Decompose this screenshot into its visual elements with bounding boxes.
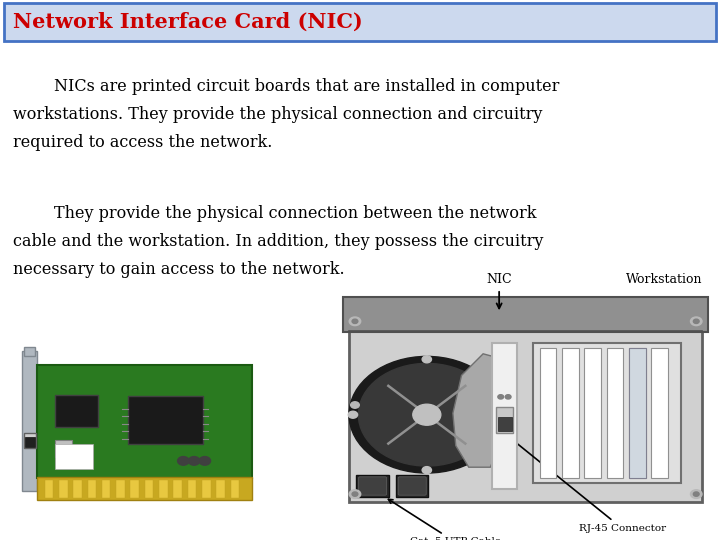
Text: required to access the network.: required to access the network.: [13, 134, 272, 151]
Circle shape: [413, 404, 441, 425]
FancyBboxPatch shape: [73, 480, 82, 498]
FancyBboxPatch shape: [349, 308, 702, 502]
Circle shape: [349, 317, 361, 326]
FancyBboxPatch shape: [88, 480, 96, 498]
FancyBboxPatch shape: [652, 348, 668, 478]
FancyBboxPatch shape: [396, 475, 428, 497]
FancyBboxPatch shape: [37, 477, 252, 500]
FancyBboxPatch shape: [216, 480, 225, 498]
FancyBboxPatch shape: [188, 480, 197, 498]
FancyBboxPatch shape: [59, 480, 68, 498]
FancyBboxPatch shape: [55, 441, 72, 457]
FancyBboxPatch shape: [55, 444, 93, 469]
Circle shape: [422, 467, 431, 474]
FancyBboxPatch shape: [127, 396, 202, 444]
FancyBboxPatch shape: [55, 395, 97, 427]
Text: RJ-45 Connector: RJ-45 Connector: [508, 436, 666, 533]
FancyBboxPatch shape: [562, 348, 579, 478]
Circle shape: [349, 356, 505, 473]
FancyBboxPatch shape: [343, 297, 708, 332]
Text: NICs are printed circuit boards that are installed in computer: NICs are printed circuit boards that are…: [13, 78, 559, 95]
Circle shape: [690, 490, 702, 498]
Circle shape: [422, 356, 431, 363]
FancyBboxPatch shape: [102, 480, 110, 498]
Text: NIC: NIC: [486, 273, 512, 308]
FancyBboxPatch shape: [629, 348, 646, 478]
Circle shape: [693, 492, 699, 496]
FancyBboxPatch shape: [25, 437, 35, 447]
Circle shape: [359, 363, 495, 466]
FancyBboxPatch shape: [607, 348, 624, 478]
FancyBboxPatch shape: [496, 407, 513, 433]
FancyBboxPatch shape: [492, 343, 517, 489]
Text: cable and the workstation. In addition, they possess the circuitry: cable and the workstation. In addition, …: [13, 233, 544, 250]
Circle shape: [505, 395, 511, 399]
FancyBboxPatch shape: [45, 480, 53, 498]
FancyBboxPatch shape: [202, 480, 210, 498]
Text: Network Interface Card (NIC): Network Interface Card (NIC): [13, 11, 363, 32]
FancyBboxPatch shape: [629, 348, 646, 478]
FancyBboxPatch shape: [585, 348, 601, 478]
FancyBboxPatch shape: [24, 433, 36, 448]
Circle shape: [189, 456, 200, 465]
Circle shape: [498, 395, 503, 399]
Circle shape: [496, 411, 505, 418]
FancyBboxPatch shape: [174, 480, 182, 498]
FancyBboxPatch shape: [24, 347, 35, 356]
Circle shape: [352, 319, 358, 323]
Circle shape: [178, 456, 189, 465]
Circle shape: [352, 492, 358, 496]
Text: They provide the physical connection between the network: They provide the physical connection bet…: [13, 205, 536, 222]
Circle shape: [348, 411, 358, 418]
FancyBboxPatch shape: [540, 348, 557, 478]
Circle shape: [351, 402, 359, 408]
FancyBboxPatch shape: [22, 351, 37, 491]
Polygon shape: [453, 354, 508, 467]
FancyBboxPatch shape: [359, 477, 387, 495]
Text: Cat. 5 UTP Cable: Cat. 5 UTP Cable: [388, 500, 500, 540]
Circle shape: [693, 319, 699, 323]
FancyBboxPatch shape: [145, 480, 153, 498]
FancyBboxPatch shape: [116, 480, 125, 498]
FancyBboxPatch shape: [159, 480, 168, 498]
Circle shape: [349, 490, 361, 498]
Text: Workstation: Workstation: [626, 273, 702, 286]
FancyBboxPatch shape: [230, 480, 239, 498]
FancyBboxPatch shape: [356, 475, 389, 497]
Circle shape: [199, 456, 210, 465]
FancyBboxPatch shape: [37, 364, 252, 478]
Circle shape: [690, 317, 702, 326]
FancyBboxPatch shape: [398, 477, 426, 495]
Text: necessary to gain access to the network.: necessary to gain access to the network.: [13, 261, 345, 278]
FancyBboxPatch shape: [498, 416, 511, 431]
FancyBboxPatch shape: [4, 3, 716, 40]
Text: workstations. They provide the physical connection and circuitry: workstations. They provide the physical …: [13, 106, 542, 123]
FancyBboxPatch shape: [533, 343, 681, 483]
FancyBboxPatch shape: [130, 480, 139, 498]
